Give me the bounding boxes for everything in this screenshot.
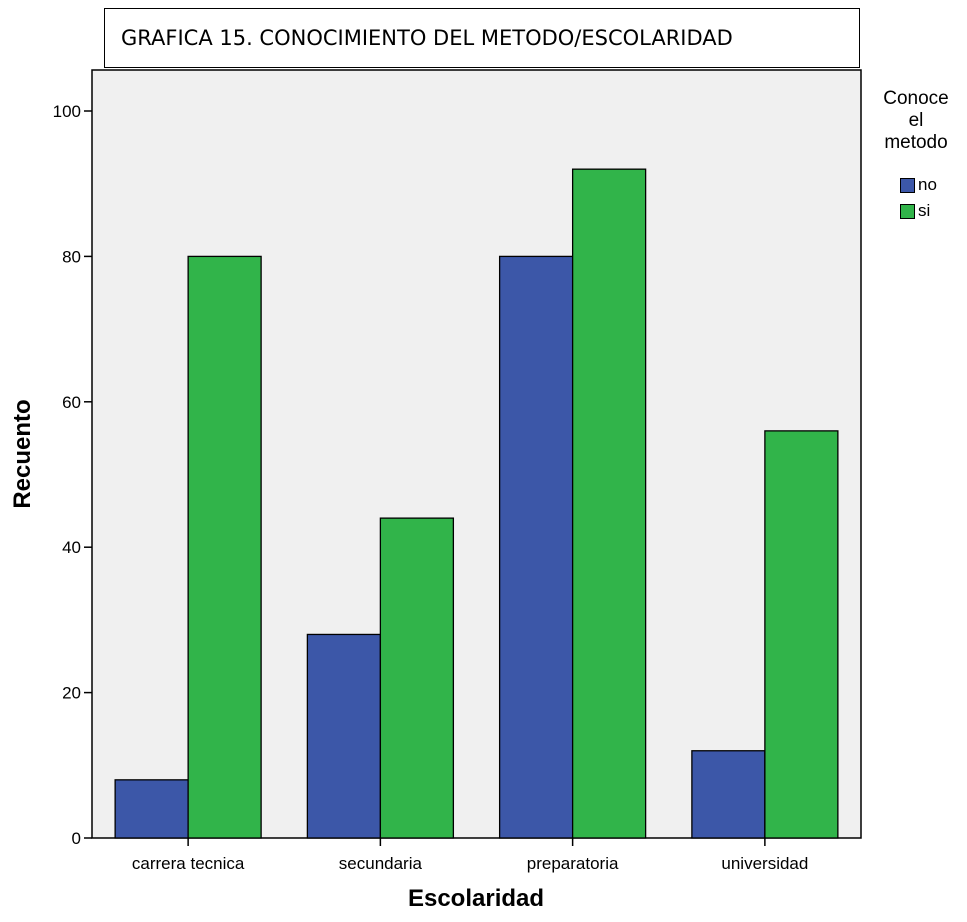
y-tick-label: 0 <box>72 829 81 848</box>
y-tick-label: 20 <box>62 684 81 703</box>
legend-label-no: no <box>918 175 937 194</box>
x-tick-label: preparatoria <box>527 854 619 873</box>
legend-title-line: metodo <box>884 132 948 153</box>
bar-si <box>379 517 455 839</box>
bar-no <box>306 633 382 839</box>
x-axis-label: Escolaridad <box>408 885 544 912</box>
x-tick-label: universidad <box>721 854 808 873</box>
bar-si <box>571 168 647 839</box>
y-axis-label: Recuento <box>9 399 36 508</box>
chart-title: GRAFICA 15. CONOCIMIENTO DEL METODO/ESCO… <box>104 8 860 68</box>
bar-no <box>691 750 766 839</box>
legend-title-line: Conoce <box>883 88 949 109</box>
legend-swatch-no <box>900 177 915 193</box>
y-axis: 0 20 40 60 80 100 <box>53 102 92 848</box>
x-axis: carrera tecnica secundaria preparatoria uni… <box>132 838 808 873</box>
legend-item-si: si <box>900 201 930 221</box>
legend-label-si: si <box>918 201 931 220</box>
bars-group <box>114 168 839 839</box>
bar-no <box>114 779 189 839</box>
legend-title: Conoce el metodo <box>866 88 966 154</box>
y-tick-label: 40 <box>62 538 81 557</box>
bar-no <box>498 255 574 839</box>
x-tick-label: carrera tecnica <box>132 854 245 873</box>
y-tick-label: 60 <box>62 393 81 412</box>
legend-title-line: el <box>908 110 924 131</box>
legend-item-no: no <box>900 175 937 195</box>
y-tick-label: 100 <box>53 102 81 121</box>
bar-si <box>187 255 262 839</box>
x-tick-label: secundaria <box>339 854 423 873</box>
bar-si <box>764 430 839 839</box>
legend-swatch-si <box>900 203 915 219</box>
y-tick-label: 80 <box>62 247 81 266</box>
